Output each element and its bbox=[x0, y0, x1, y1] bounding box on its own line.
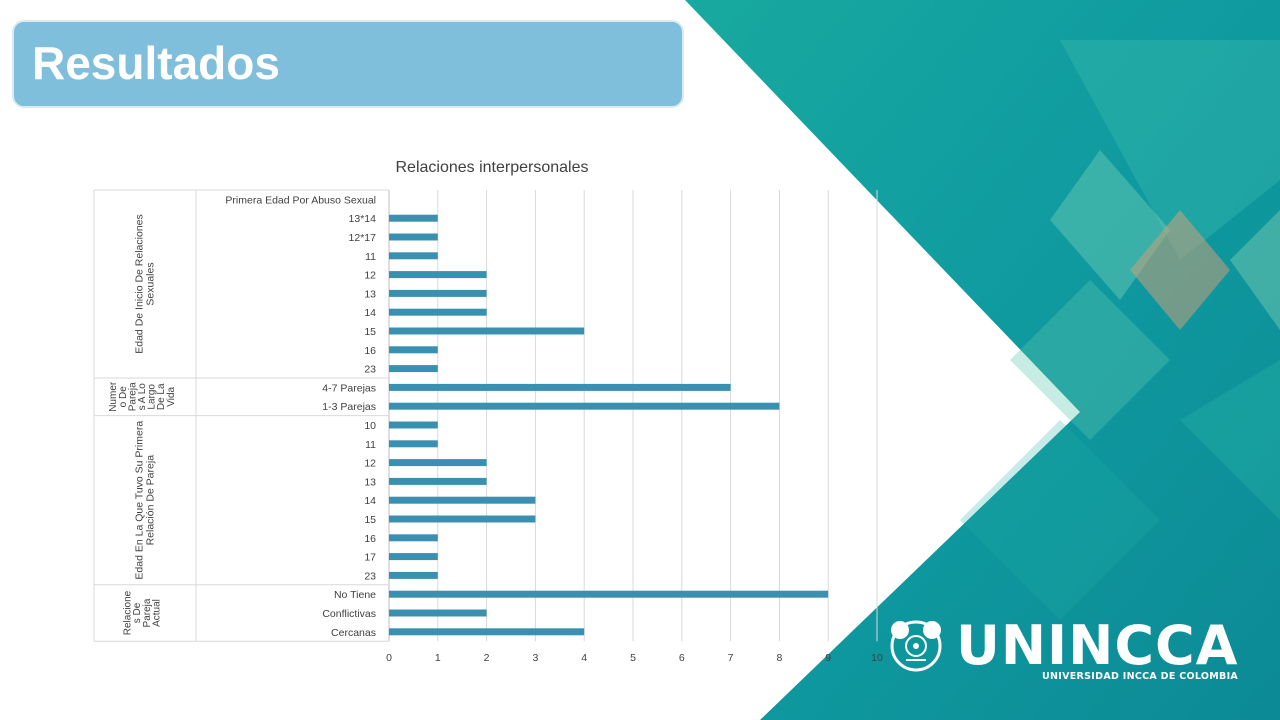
decor-diamond bbox=[1130, 210, 1230, 330]
group-label: Numero DeParejas A LoLargoDe LaVida bbox=[108, 381, 177, 412]
x-tick-label: 6 bbox=[679, 652, 685, 664]
logo-wordmark: UNINCCA bbox=[956, 614, 1239, 677]
decor-diamond bbox=[1010, 280, 1170, 440]
bar bbox=[389, 590, 829, 598]
bar bbox=[389, 553, 438, 561]
bar bbox=[389, 214, 438, 222]
x-tick-label: 4 bbox=[581, 652, 587, 664]
x-tick-label: 10 bbox=[871, 652, 883, 664]
bar bbox=[389, 289, 487, 297]
category-label: 16 bbox=[364, 533, 376, 545]
teal-background-shape bbox=[685, 0, 1280, 720]
decor-diamond bbox=[1060, 40, 1280, 260]
bar bbox=[389, 327, 585, 335]
category-label: 15 bbox=[364, 326, 376, 338]
bar bbox=[389, 459, 487, 467]
x-tick-label: 2 bbox=[484, 652, 490, 664]
x-tick-label: 7 bbox=[728, 652, 734, 664]
bar bbox=[389, 477, 487, 485]
bar bbox=[389, 252, 438, 260]
bar bbox=[389, 365, 438, 373]
bar bbox=[389, 233, 438, 241]
category-label: 17 bbox=[364, 552, 376, 564]
category-label: Cercanas bbox=[331, 627, 376, 639]
category-label: 4-7 Parejas bbox=[322, 382, 376, 394]
category-label: 12 bbox=[364, 458, 376, 470]
bar bbox=[389, 308, 487, 316]
title-box: Resultados bbox=[12, 20, 684, 108]
bar bbox=[389, 440, 438, 448]
category-label: 12 bbox=[364, 270, 376, 282]
category-label: 13 bbox=[364, 476, 376, 488]
bar bbox=[389, 515, 536, 523]
x-tick-label: 0 bbox=[386, 652, 392, 664]
incca-emblem-icon bbox=[890, 620, 942, 672]
category-label: Primera Edad Por Abuso Sexual bbox=[225, 194, 376, 206]
category-label: 14 bbox=[364, 495, 376, 507]
bar bbox=[389, 496, 536, 504]
unincca-logo: UNINCCA UNIVERSIDAD INCCA DE COLOMBIA bbox=[886, 612, 1239, 692]
category-label: 1-3 Parejas bbox=[322, 401, 376, 413]
x-tick-label: 8 bbox=[776, 652, 782, 664]
group-label: Edad De Inicio De RelacionesSexuales bbox=[134, 214, 157, 354]
x-tick-label: 3 bbox=[532, 652, 538, 664]
category-label: Conflictivas bbox=[322, 608, 376, 620]
category-label: 11 bbox=[365, 251, 376, 263]
decor-diamond bbox=[1180, 360, 1280, 520]
bar bbox=[389, 571, 438, 579]
category-label: 16 bbox=[364, 345, 376, 357]
category-label: 10 bbox=[364, 420, 376, 432]
bar bbox=[389, 383, 731, 391]
category-label: 11 bbox=[365, 439, 376, 451]
x-tick-label: 1 bbox=[435, 652, 441, 664]
bar bbox=[389, 534, 438, 542]
bar bbox=[389, 271, 487, 279]
bar bbox=[389, 421, 438, 429]
chart-title: Relaciones interpersonales bbox=[396, 159, 589, 176]
category-label: 13*14 bbox=[349, 213, 377, 225]
bar bbox=[389, 346, 438, 354]
decor-diamond bbox=[960, 420, 1160, 620]
logo-subtitle: UNIVERSIDAD INCCA DE COLOMBIA bbox=[1042, 671, 1239, 682]
category-label: 23 bbox=[364, 570, 376, 582]
bar bbox=[389, 402, 780, 410]
category-label: No Tiene bbox=[334, 589, 376, 601]
slide-title: Resultados bbox=[32, 37, 280, 89]
group-label: Relaciones DeParejaActual bbox=[123, 590, 163, 635]
x-tick-label: 9 bbox=[825, 652, 831, 664]
bar bbox=[389, 609, 487, 617]
x-tick-label: 5 bbox=[630, 652, 636, 664]
group-label: Edad En La Que Tuvo Su PrimeraRelación D… bbox=[134, 421, 157, 580]
category-label: 12*17 bbox=[349, 232, 377, 244]
category-label: 13 bbox=[364, 288, 376, 300]
category-label: 23 bbox=[364, 364, 376, 376]
category-label: 15 bbox=[364, 514, 376, 526]
bar bbox=[389, 628, 585, 636]
category-label: 14 bbox=[364, 307, 376, 319]
decor-diamond bbox=[1230, 210, 1280, 330]
